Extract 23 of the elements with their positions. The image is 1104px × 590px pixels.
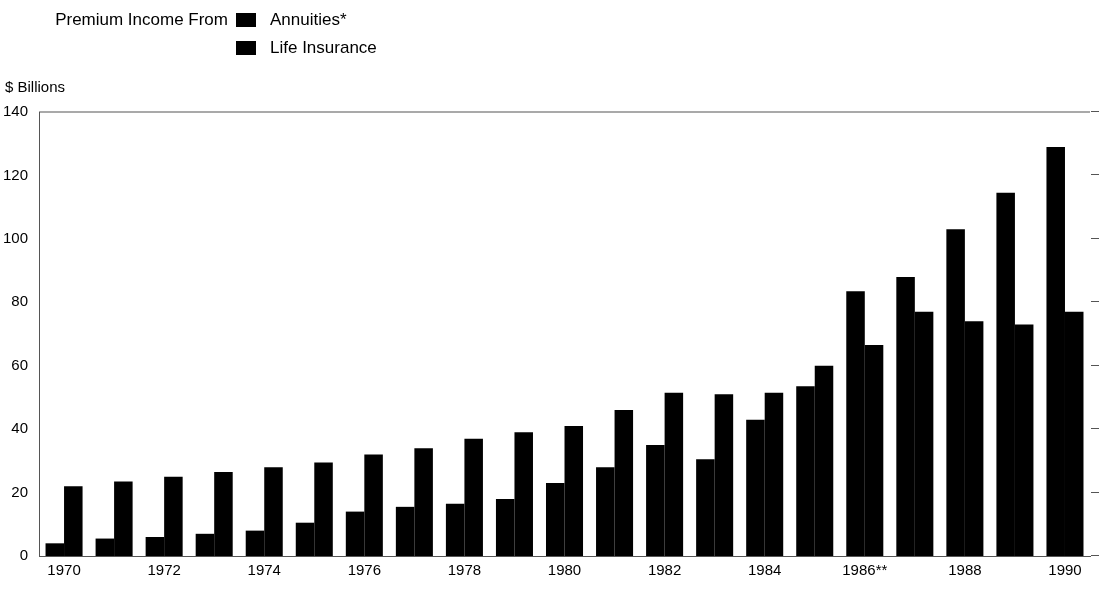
y-tick-label: 100 — [3, 229, 29, 246]
y-tick-label: 60 — [11, 355, 29, 373]
y-tick-label: 140 — [3, 102, 29, 120]
x-tick-label: 1970 — [47, 561, 81, 579]
x-tick-label: 1976 — [347, 561, 382, 579]
x-tick-label: 1980 — [547, 561, 582, 579]
legend-label: Life Insurance — [270, 38, 377, 58]
x-tick-label: 1988 — [948, 561, 982, 579]
y-tick-label: 0 — [19, 546, 29, 564]
x-tick-label: 1978 — [447, 561, 482, 579]
legend-title: Premium Income From — [54, 10, 228, 30]
x-tick-label: 1974 — [247, 561, 281, 579]
x-tick-label: 1990 — [1048, 561, 1082, 579]
legend-label: Annuities* — [270, 10, 347, 30]
x-tick-label: 1986** — [842, 561, 888, 579]
y-tick-label: 40 — [11, 419, 29, 437]
x-tick-label: 1972 — [147, 561, 181, 579]
y-tick-label: 20 — [11, 482, 29, 500]
y-axis-title: $ Billions — [5, 78, 66, 95]
x-tick-label: 1984 — [748, 561, 782, 579]
y-tick-label: 120 — [3, 165, 29, 183]
y-tick-label: 80 — [11, 292, 29, 310]
x-tick-label: 1982 — [647, 561, 682, 579]
